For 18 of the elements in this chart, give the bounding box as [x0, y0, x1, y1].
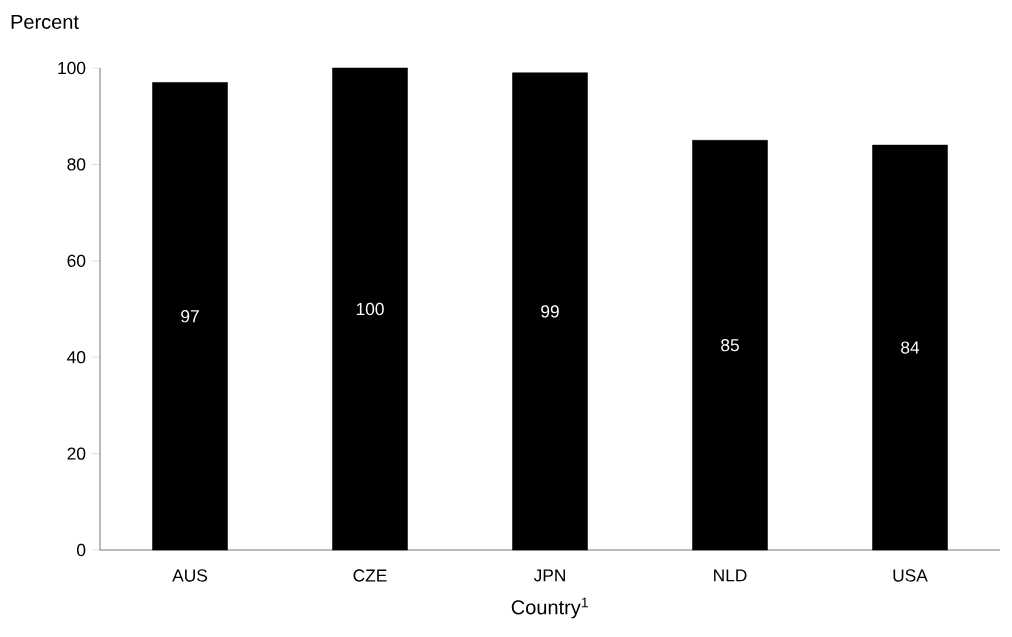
y-tick-label: 60 — [67, 254, 86, 267]
y-tick-label: 20 — [67, 447, 86, 460]
x-tick-label: USA — [893, 569, 928, 582]
x-axis-title: Country$^{1}$ — [511, 597, 588, 619]
data-label: 100 — [356, 302, 384, 316]
data-label: 99 — [541, 305, 559, 318]
y-axis-title: Percent — [11, 15, 79, 29]
y-tick-label: 0 — [76, 543, 86, 557]
data-label: 84 — [901, 341, 920, 354]
x-tick-label: CZE — [353, 569, 387, 582]
x-tick-label: AUS — [172, 569, 208, 582]
data-label: 97 — [181, 310, 199, 323]
y-tick-label: 80 — [67, 158, 86, 171]
x-tick-label: JPN — [533, 569, 565, 582]
x-tick-label: NLD — [714, 569, 747, 582]
y-tick-label: 40 — [67, 351, 86, 364]
y-tick-label: 100 — [58, 61, 86, 75]
data-label: 85 — [721, 339, 739, 352]
